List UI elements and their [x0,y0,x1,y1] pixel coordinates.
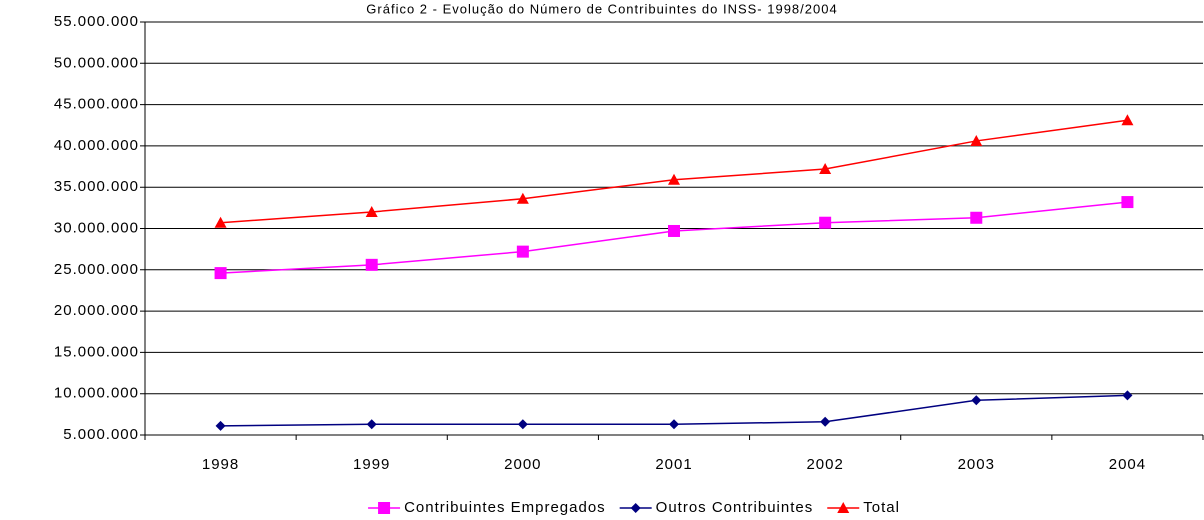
y-tick-label: 5.000.000 [63,426,139,443]
data-point [516,192,529,204]
data-point [668,173,680,185]
legend-label: Outros Contribuintes [656,499,814,516]
x-tick-label: 2000 [504,456,541,473]
y-tick-label: 45.000.000 [54,96,139,113]
y-tick-label: 35.000.000 [54,178,139,195]
data-point [365,258,378,271]
data-point [516,245,529,258]
data-point [1121,114,1134,126]
data-point [1121,196,1134,209]
x-tick-label: 2001 [655,456,692,473]
data-point [970,211,983,224]
series-line [220,119,1128,224]
legend-label: Total [863,499,900,516]
data-point [669,419,679,430]
y-tick-label: 55.000.000 [54,13,139,30]
x-tick-label: 1998 [202,456,239,473]
legend-label: Contribuintes Empregados [404,499,606,516]
legend-marker [630,503,641,513]
y-tick-label: 20.000.000 [54,302,139,319]
data-point [215,420,226,431]
x-tick-label: 2004 [1109,456,1146,473]
data-point [1122,390,1133,401]
data-point [517,419,528,430]
data-point [820,416,831,427]
y-tick-label: 25.000.000 [54,261,139,278]
data-point [819,216,832,229]
data-point [366,419,377,430]
y-tick-label: 15.000.000 [54,343,139,360]
y-tick-label: 40.000.000 [54,137,139,154]
data-point [819,163,832,175]
data-point [214,267,227,280]
data-point [971,395,982,406]
x-tick-label: 1999 [353,456,390,473]
legend-marker [837,502,850,513]
chart-title: Gráfico 2 - Evolução do Número de Contri… [366,1,837,16]
data-point [970,134,983,146]
y-tick-label: 10.000.000 [54,385,139,402]
legend-marker [378,502,391,514]
x-tick-label: 2003 [958,456,995,473]
y-tick-label: 30.000.000 [54,219,139,236]
data-point [365,205,378,217]
x-tick-label: 2002 [806,456,843,473]
y-tick-label: 50.000.000 [54,54,139,71]
data-point [214,216,227,228]
data-point [668,224,680,237]
